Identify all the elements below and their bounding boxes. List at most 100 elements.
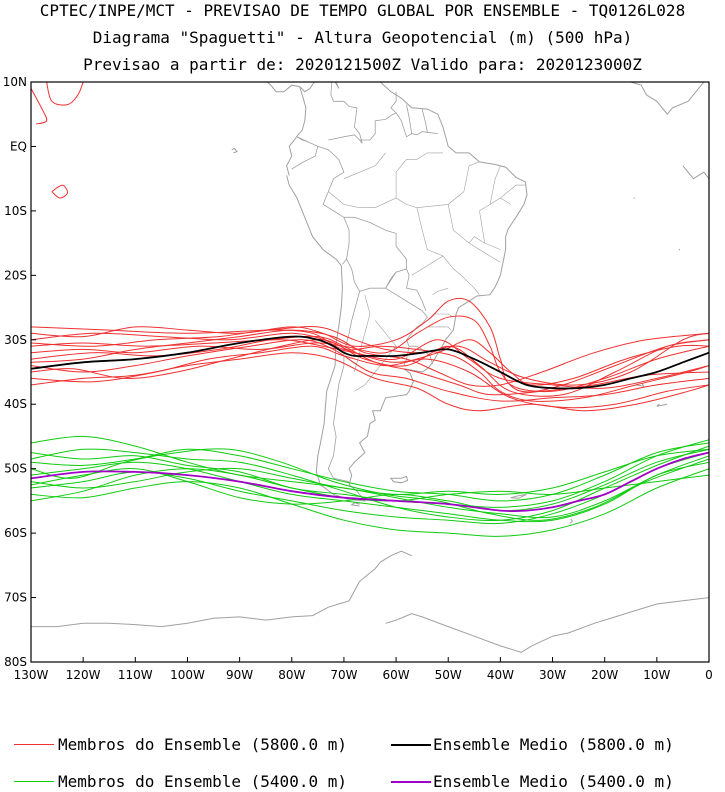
- country-border: [406, 268, 427, 311]
- coastline: [334, 82, 340, 89]
- state-border: [416, 207, 480, 295]
- state-border: [463, 161, 480, 192]
- lon-tick-label: 60W: [383, 668, 410, 682]
- member-5400-contour: [31, 461, 709, 523]
- country-border: [291, 146, 319, 170]
- country-border: [421, 109, 428, 133]
- coastline: [510, 493, 527, 499]
- legend-swatch-mean-5800: [391, 744, 431, 746]
- legend-label-mean-5400: Ensemble Medio (5400.0 m): [433, 772, 674, 791]
- coastline: [656, 403, 668, 407]
- lat-tick-label: 70S: [4, 591, 27, 605]
- coastline: [231, 147, 238, 154]
- member-5400-contour: [31, 448, 709, 495]
- country-border: [342, 217, 350, 265]
- lon-tick-label: 10W: [643, 668, 670, 682]
- member-5800-contour: [31, 297, 709, 393]
- member-5800-contour: [31, 339, 709, 402]
- lon-tick-label: 70W: [330, 668, 357, 682]
- member-5800-contour: [31, 329, 709, 402]
- member-5400-contour: [31, 435, 709, 519]
- lon-tick-label: 40W: [487, 668, 514, 682]
- lon-tick-label: 110W: [118, 668, 153, 682]
- country-border: [328, 82, 363, 144]
- map-frame: [30, 81, 710, 663]
- coastline: [391, 50, 394, 56]
- legend-label-mean-5800: Ensemble Medio (5800.0 m): [433, 735, 674, 754]
- lat-tick-label: 20S: [4, 268, 27, 282]
- lat-tick-label: EQ: [10, 139, 27, 153]
- state-border: [489, 165, 501, 205]
- state-border: [354, 294, 371, 373]
- legend-label-members-5800: Membros do Ensemble (5800.0 m): [58, 735, 347, 754]
- state-border: [468, 242, 501, 263]
- country-border: [343, 216, 407, 292]
- member-5800-contour: [31, 339, 709, 386]
- coastline: [635, 383, 645, 387]
- coastline: [260, 82, 300, 93]
- lon-tick-label: 120W: [66, 668, 101, 682]
- coastline: [389, 475, 409, 484]
- lon-tick-label: 50W: [435, 668, 462, 682]
- legend-label-members-5400: Membros do Ensemble (5400.0 m): [58, 772, 347, 791]
- country-border: [296, 136, 345, 218]
- title-line-1: CPTEC/INPE/MCT - PREVISAO DE TEMPO GLOBA…: [39, 1, 686, 20]
- country-border: [327, 291, 360, 482]
- coastline: [286, 82, 528, 502]
- country-border: [409, 345, 433, 365]
- member-5800-contour: [31, 88, 48, 125]
- coastline: [678, 248, 681, 251]
- member-5400-contour: [31, 468, 709, 537]
- coastline: [569, 518, 574, 524]
- member-5400-contour: [31, 442, 709, 502]
- members-5800-layer: [31, 82, 709, 412]
- coastline: [385, 597, 709, 653]
- lat-tick-label: 10S: [4, 204, 27, 218]
- state-border: [395, 152, 443, 198]
- state-border: [447, 204, 501, 250]
- legend-swatch-members-5400: [14, 781, 54, 782]
- lat-tick-label: 30S: [4, 333, 27, 347]
- lat-tick-label: 10N: [3, 75, 27, 89]
- lat-tick-label: 50S: [4, 462, 27, 476]
- state-border: [427, 326, 452, 331]
- title-line-2: Diagrama "Spaguetti" - Altura Geopotenci…: [92, 28, 633, 47]
- country-border: [385, 271, 397, 289]
- members-5400-layer: [31, 435, 709, 537]
- member-5400-contour: [31, 448, 709, 512]
- state-border: [432, 287, 449, 295]
- member-5800-contour: [51, 184, 69, 199]
- title-line-3: Previsao a partir de: 2020121500Z Valido…: [83, 55, 642, 74]
- mean-5800-contour: [31, 335, 709, 390]
- lon-tick-label: 130W: [14, 668, 49, 682]
- coastline: [31, 550, 412, 628]
- state-border: [500, 184, 527, 199]
- member-5800-contour: [31, 315, 709, 393]
- lat-tick-label: 40S: [4, 397, 27, 411]
- lon-tick-label: 80W: [278, 668, 305, 682]
- country-border: [296, 136, 308, 142]
- lat-tick-label: 80S: [4, 655, 27, 669]
- coastline: [682, 165, 709, 180]
- ensemble-means-layer: [31, 335, 709, 513]
- coastline: [630, 82, 705, 115]
- coastline: [633, 197, 635, 199]
- lon-tick-label: 100W: [170, 668, 205, 682]
- legend-swatch-mean-5400: [391, 781, 431, 783]
- lon-tick-label: 0: [705, 668, 713, 682]
- state-border: [411, 255, 444, 276]
- lat-tick-label: 60S: [4, 526, 27, 540]
- member-5400-contour: [31, 448, 709, 521]
- member-5800-contour: [46, 82, 84, 106]
- state-border: [343, 152, 386, 179]
- country-border: [359, 91, 397, 141]
- country-border: [406, 104, 413, 134]
- member-5800-contour: [31, 352, 709, 412]
- coastline: [350, 502, 360, 507]
- coastline: [286, 86, 307, 176]
- lon-tick-label: 30W: [539, 668, 566, 682]
- axes-layer: 130W 120W 110W 100W 90W 80W 70W 60W 50W 40W 30W 20W…: [3, 75, 713, 682]
- legend-swatch-members-5800: [14, 744, 54, 745]
- country-border: [395, 112, 438, 138]
